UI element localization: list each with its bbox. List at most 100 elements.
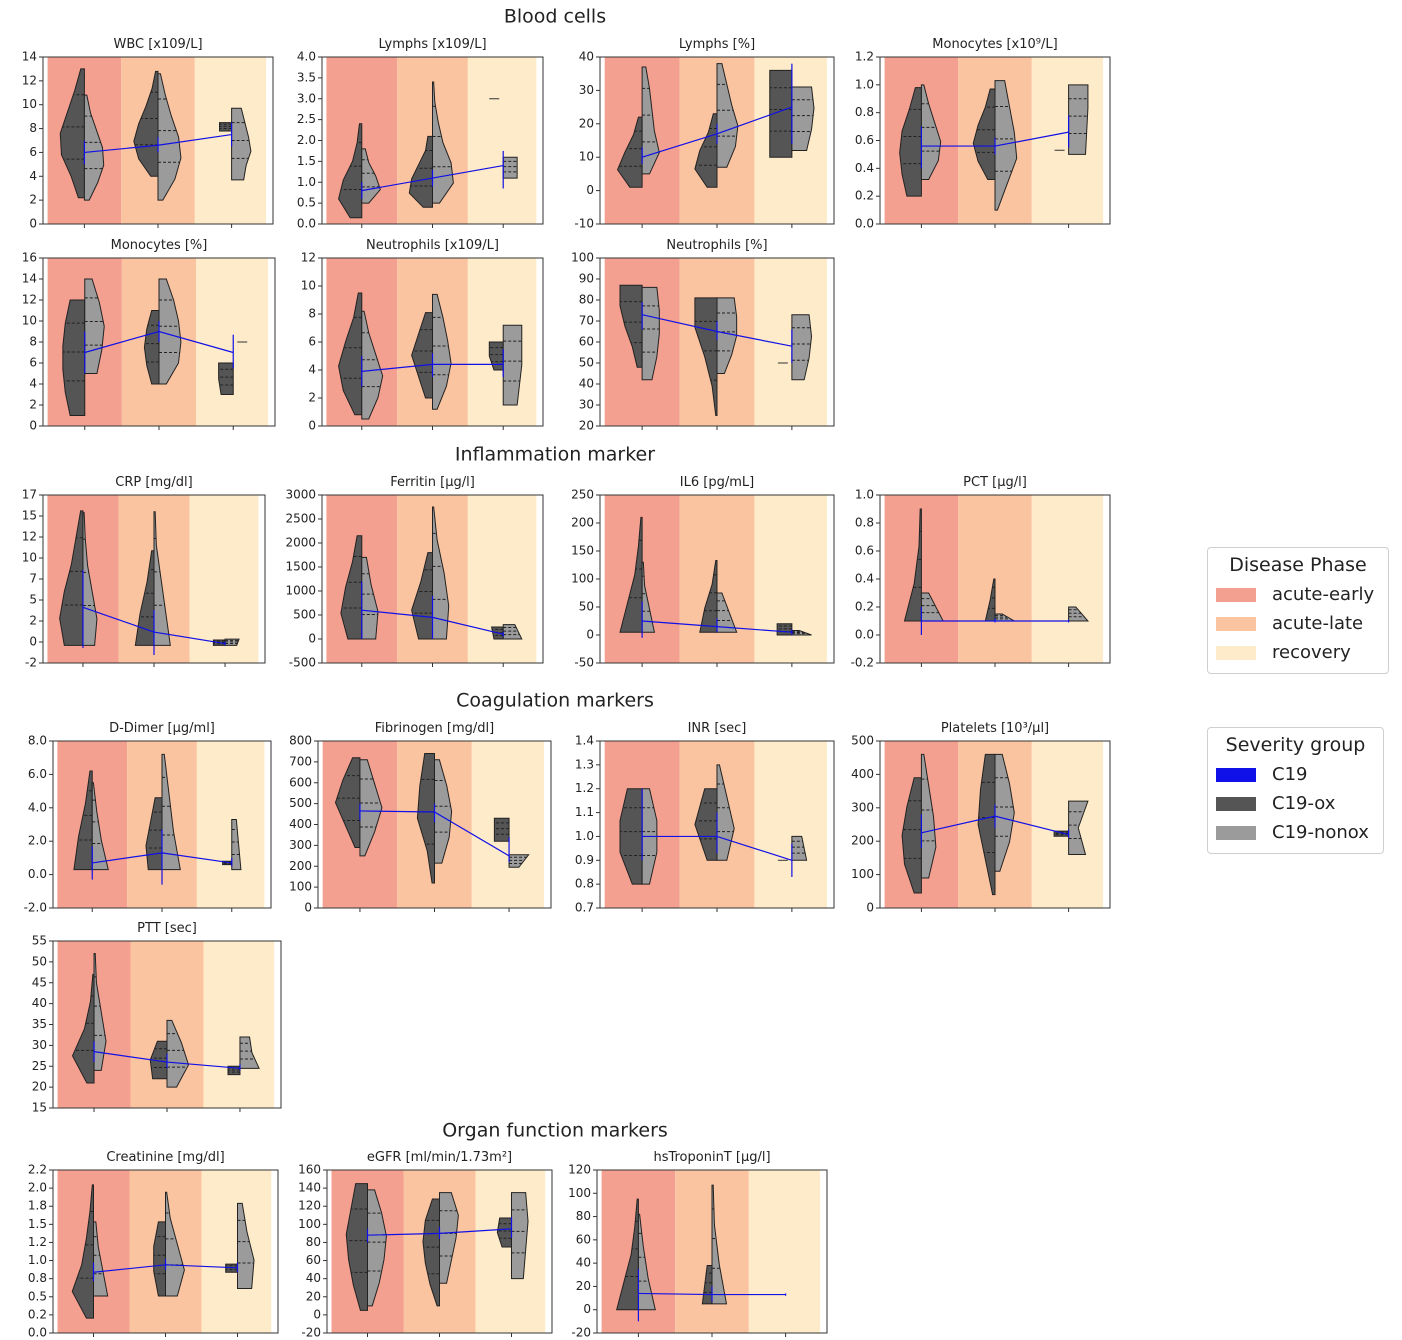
violin — [637, 1213, 656, 1311]
y-tick-label: 1.2 — [855, 50, 874, 64]
y-tick-label: 1.0 — [575, 829, 594, 843]
y-tick-label: 25 — [32, 1059, 47, 1073]
chart-panel: WBC [x109/L] 0 2 4 6 8 10 12 14 — [22, 37, 274, 231]
chart-title: Creatinine [mg/dl] — [106, 1150, 224, 1165]
violin — [411, 312, 433, 399]
violin — [776, 623, 793, 636]
phase-band — [1031, 57, 1104, 224]
chart-panel: Monocytes [%] 0 2 4 6 8 10 12 14 16 — [22, 238, 276, 433]
violin — [502, 324, 523, 406]
y-tick-label: 0.6 — [855, 544, 874, 558]
chart-panel: eGFR [ml/min/1.73m²] -20 0 20 40 60 80 100 120 14… — [298, 1150, 553, 1340]
chart-title: Ferritin [µg/l] — [390, 475, 475, 490]
y-tick-label: 4.0 — [297, 50, 316, 64]
chart-title: Lymphs [%] — [679, 37, 755, 52]
violin — [1068, 800, 1089, 856]
violin — [1068, 606, 1090, 622]
legend-label: C19-nonox — [1272, 822, 1369, 843]
phase-band — [1031, 741, 1104, 908]
violin — [157, 73, 182, 201]
chart-title: INR [sec] — [688, 721, 747, 736]
y-tick-label: 6 — [29, 356, 37, 370]
y-tick-label: 0.5 — [28, 1289, 47, 1303]
violin — [1068, 84, 1089, 155]
chart-panel: Monocytes [x10⁹/L] 0.0 0.2 0.4 0.6 0.8 1.0 1.2 — [855, 37, 1111, 231]
phase-band — [748, 1170, 821, 1333]
y-tick-label: 0.4 — [855, 572, 874, 586]
y-tick-label: 0.2 — [28, 1307, 47, 1321]
violin — [59, 510, 84, 646]
violin — [899, 87, 922, 197]
y-tick-label: 0 — [308, 419, 316, 433]
violin — [166, 1019, 190, 1088]
phase-band — [467, 57, 537, 224]
phase-band — [196, 741, 265, 908]
y-tick-label: 0 — [29, 217, 37, 231]
y-tick-label: 20 — [32, 1080, 47, 1094]
chart-title: Lymphs [x109/L] — [378, 37, 486, 52]
chart-panel: Lymphs [x109/L] 0.0 0.5 1.0 1.5 2.0 2.5 3.0 3.5 4… — [297, 37, 544, 231]
y-tick-label: 8 — [308, 307, 316, 321]
y-tick-label: -2.0 — [24, 901, 47, 915]
y-tick-label: 200 — [289, 859, 312, 873]
y-tick-label: 0.2 — [855, 189, 874, 203]
violin — [716, 63, 739, 168]
chart-panel: Neutrophils [%] 20 30 40 50 60 70 80 90 100 — [571, 238, 835, 433]
y-tick-label: 0 — [583, 1302, 591, 1316]
chart-title: Fibrinogen [mg/dl] — [375, 721, 494, 736]
y-tick-label: 4 — [308, 363, 316, 377]
y-tick-label: 1.4 — [575, 734, 594, 748]
phase-band — [754, 741, 827, 908]
y-tick-label: 10 — [301, 279, 316, 293]
y-tick-label: 500 — [293, 608, 316, 622]
y-tick-label: 3.0 — [297, 91, 316, 105]
y-tick-label: 200 — [851, 834, 874, 848]
violin — [422, 1198, 440, 1307]
legend-label: acute-early — [1272, 584, 1375, 605]
violin — [641, 286, 660, 381]
y-tick-label: 1.2 — [28, 1235, 47, 1249]
violin — [903, 508, 922, 622]
violin — [237, 1202, 255, 1290]
chart-panel: Fibrinogen [mg/dl] 0 100 200 300 400 500 600 700… — [289, 721, 552, 915]
y-tick-label: 400 — [851, 767, 874, 781]
y-tick-label: 2 — [308, 391, 316, 405]
y-tick-label: 15 — [22, 509, 37, 523]
y-tick-label: 60 — [579, 335, 594, 349]
violin — [920, 753, 937, 879]
y-tick-label: 120 — [568, 1163, 591, 1177]
y-tick-label: 0.2 — [855, 600, 874, 614]
violin — [93, 1221, 109, 1297]
y-tick-label: 200 — [571, 516, 594, 530]
y-tick-label: 2.2 — [28, 1163, 47, 1177]
y-tick-label: -500 — [289, 656, 316, 670]
y-tick-label: 100 — [568, 1186, 591, 1200]
violin — [59, 68, 85, 199]
legend-item-c19-ox: C19-ox — [1208, 789, 1383, 818]
y-tick-label: 0 — [866, 901, 874, 915]
chart-title: Monocytes [%] — [111, 238, 208, 253]
violin — [231, 107, 252, 181]
violin — [408, 135, 433, 208]
y-tick-label: 1.3 — [575, 757, 594, 771]
y-tick-label: 2500 — [285, 512, 316, 526]
y-tick-label: 0.0 — [28, 867, 47, 881]
violin — [716, 297, 738, 374]
violin — [994, 80, 1018, 211]
violin — [73, 770, 93, 871]
phase-band — [203, 941, 275, 1108]
y-tick-label: 1.5 — [297, 154, 316, 168]
y-tick-label: 100 — [851, 867, 874, 881]
y-tick-label: 40 — [579, 50, 594, 64]
section-titles: Blood cells Inflammation marker Coagulatio… — [442, 6, 668, 1142]
violin — [994, 753, 1015, 872]
phase-band — [1031, 495, 1104, 663]
y-tick-label: 60 — [306, 1253, 321, 1267]
chart-panel: INR [sec] 0.7 0.8 0.9 1.0 1.1 1.2 1.3 1.4 — [575, 721, 835, 915]
violin — [694, 113, 718, 188]
y-tick-label: 2.0 — [297, 133, 316, 147]
y-tick-label: 6 — [29, 145, 37, 159]
y-tick-label: 4 — [29, 377, 37, 391]
y-tick-label: 80 — [576, 1209, 591, 1223]
legend-item-recovery: recovery — [1208, 638, 1388, 667]
